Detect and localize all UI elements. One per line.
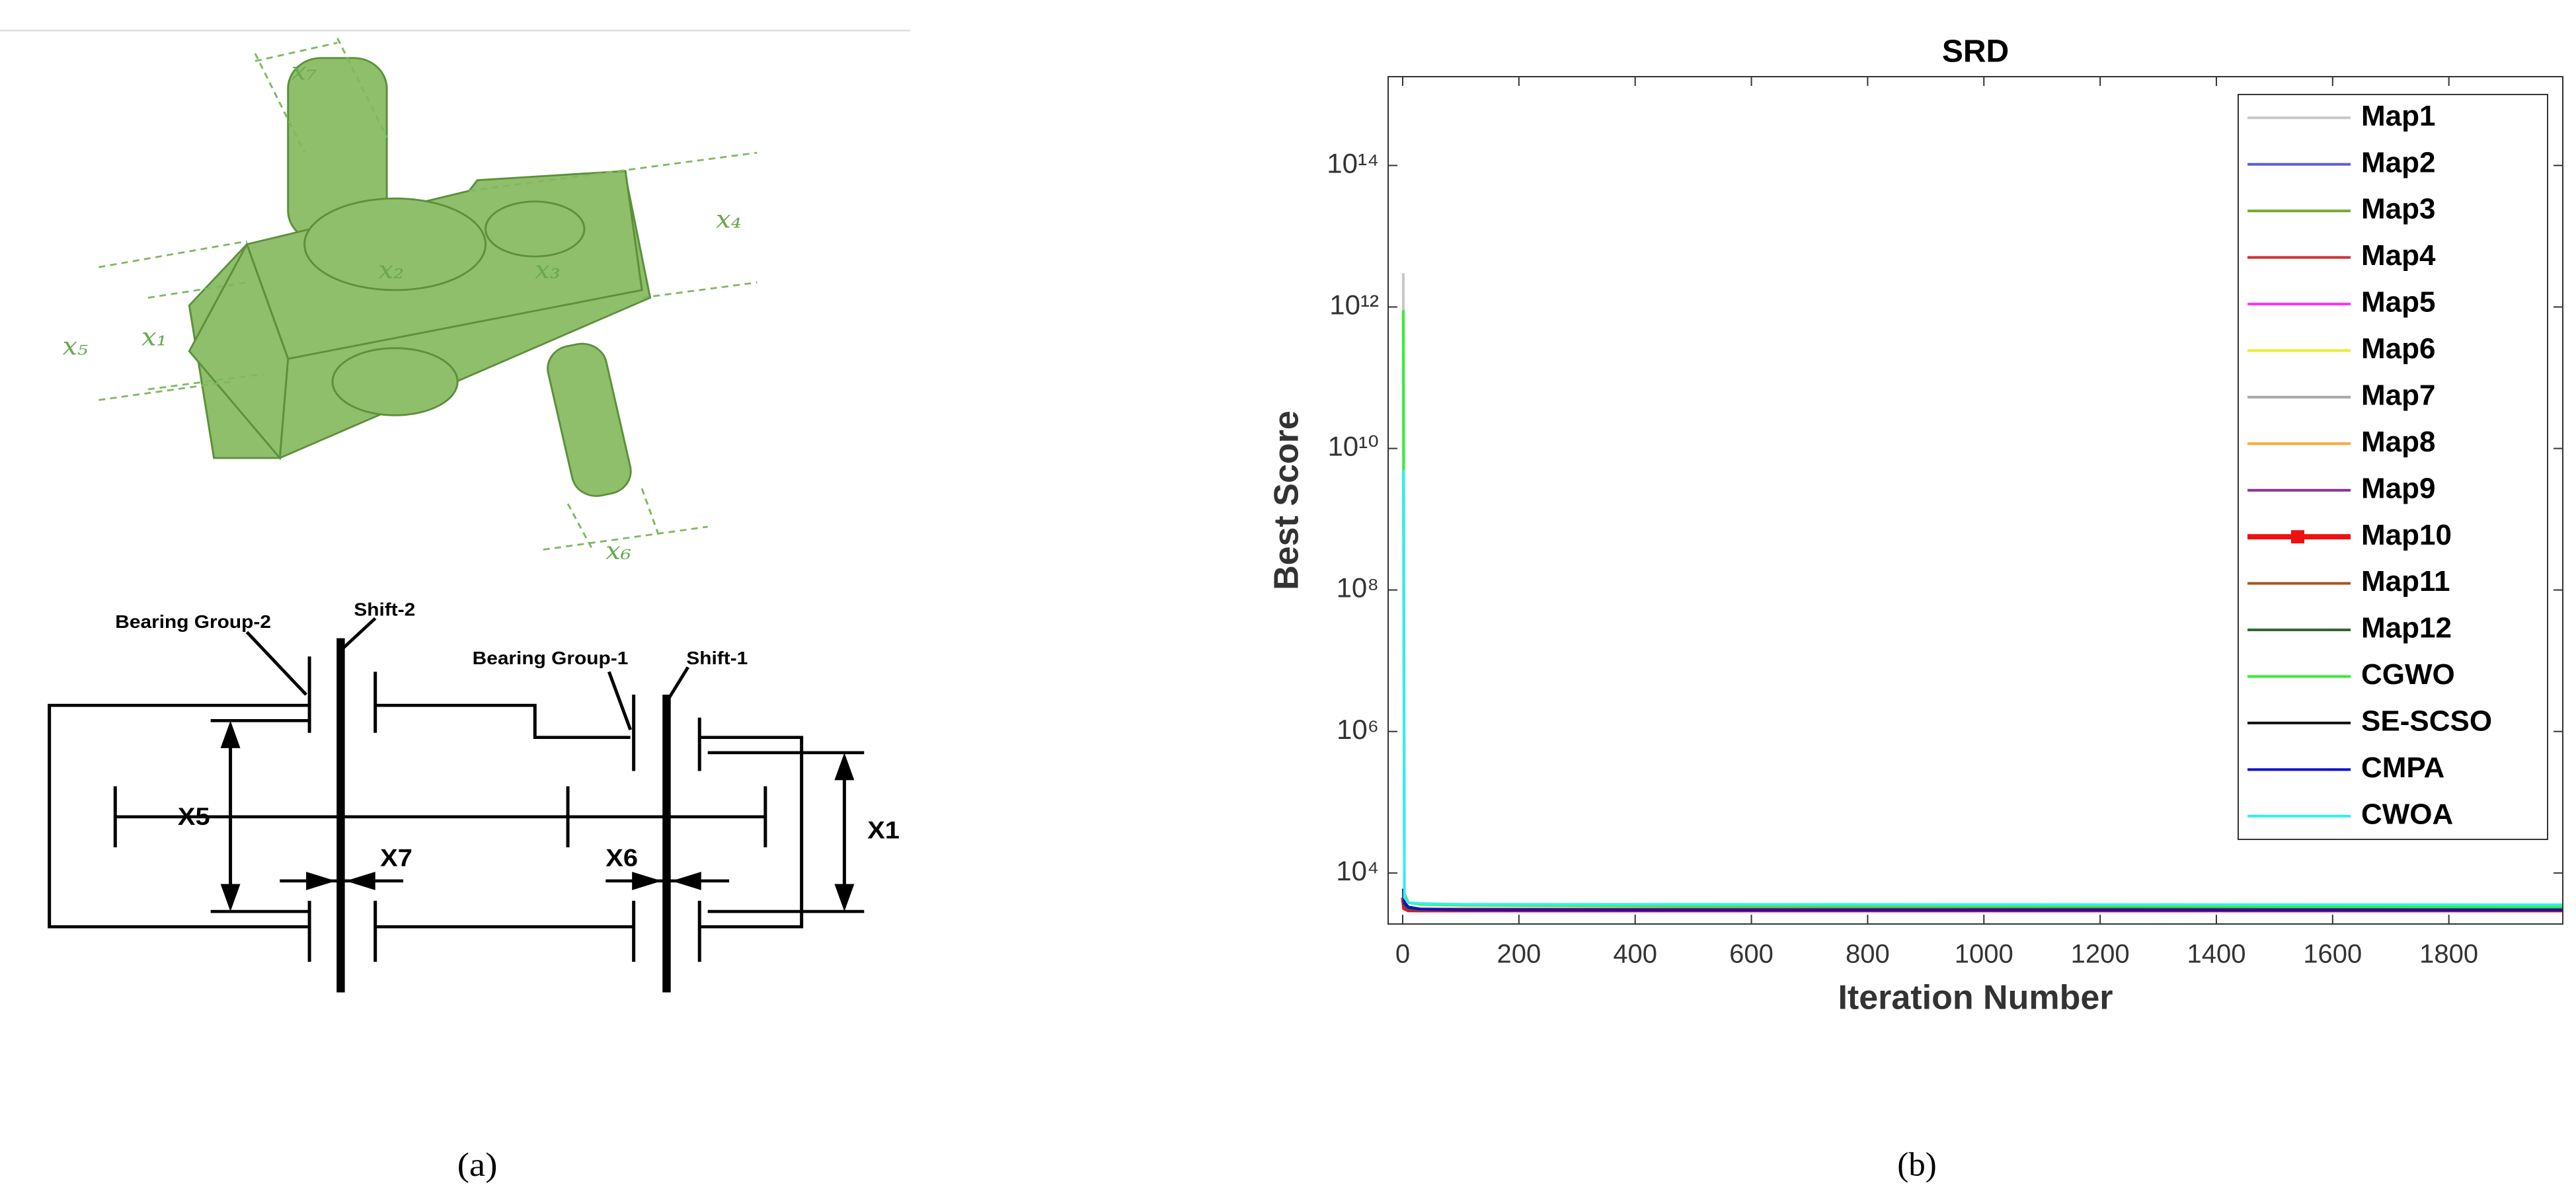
y-tick-label: 10⁸ — [1337, 572, 1379, 603]
legend-label: Map2 — [2361, 146, 2435, 178]
x-tick-label: 0 — [1395, 940, 1410, 969]
legend-label: Map6 — [2361, 332, 2435, 365]
series-line — [1401, 891, 2563, 911]
legend-label: Map9 — [2361, 472, 2435, 504]
legend-marker — [2291, 530, 2304, 544]
y-tick-label: 10⁶ — [1337, 714, 1379, 745]
panel-a: x₇ x₄ x₂ x₃ x₅ x₁ x₆ — [0, 30, 910, 1183]
dim-label: x₅ — [63, 332, 88, 361]
dim-label: x₂ — [379, 256, 404, 284]
gearbox-3d — [98, 38, 758, 551]
x-tick-label: 800 — [1846, 940, 1890, 969]
x-tick-label: 1000 — [1955, 940, 2013, 969]
legend-label: Map1 — [2361, 100, 2435, 132]
x-axis-label: Iteration Number — [1838, 979, 2113, 1017]
schematic-label: Shift-2 — [354, 599, 415, 620]
legend-label: CMPA — [2361, 751, 2444, 784]
schematic — [48, 617, 865, 993]
caption: (b) — [1897, 1147, 1936, 1184]
schematic-label: X7 — [380, 845, 412, 872]
plot-lines — [1401, 273, 2563, 913]
schematic-label: X6 — [605, 845, 638, 872]
x-tick-label: 600 — [1729, 940, 1774, 969]
legend-label: Map5 — [2361, 286, 2435, 319]
legend-label: Map10 — [2361, 519, 2452, 551]
axes-box — [1387, 76, 2563, 925]
x-tick-label: 1600 — [2303, 940, 2362, 969]
legend-label: Map4 — [2361, 239, 2436, 272]
y-tick-label: 10¹⁴ — [1327, 147, 1379, 178]
legend-box — [2238, 94, 2548, 840]
schematic-label: Bearing Group-2 — [115, 612, 271, 633]
legend-label: Map12 — [2361, 612, 2452, 644]
series-line — [1401, 469, 2563, 906]
schematic-label: Bearing Group-1 — [473, 648, 629, 669]
caption: (a) — [457, 1147, 498, 1184]
legend-label: Map8 — [2361, 426, 2435, 458]
schematic-label: X1 — [867, 817, 900, 844]
schematic-label: Shift-1 — [686, 648, 748, 669]
legend-label: CWOA — [2361, 798, 2453, 830]
dim-label: x₃ — [535, 256, 560, 284]
dim-label: x₆ — [605, 537, 631, 565]
dim-label: x₄ — [716, 206, 741, 234]
x-tick-label: 1800 — [2419, 940, 2478, 969]
x-tick-label: 1200 — [2071, 940, 2130, 969]
legend-label: SE-SCSO — [2361, 705, 2492, 738]
y-tick-label: 10⁴ — [1336, 855, 1379, 886]
y-axis-label: Best Score — [1268, 410, 1306, 590]
chart-title: SRD — [1942, 34, 2009, 69]
legend-label: Map11 — [2361, 565, 2450, 597]
legend-label: Map3 — [2361, 193, 2435, 225]
legend-label: CGWO — [2361, 658, 2455, 691]
y-tick-label: 10¹⁰ — [1327, 431, 1379, 462]
x-tick-label: 400 — [1613, 940, 1657, 969]
x-tick-label: 1400 — [2187, 940, 2245, 969]
schematic-label: X5 — [178, 803, 210, 830]
legend-label: Map7 — [2361, 379, 2435, 411]
dim-label: x₇ — [292, 58, 317, 86]
y-tick-label: 10¹² — [1329, 289, 1379, 321]
dim-label: x₁ — [141, 323, 167, 352]
x-tick-label: 200 — [1497, 940, 1541, 969]
